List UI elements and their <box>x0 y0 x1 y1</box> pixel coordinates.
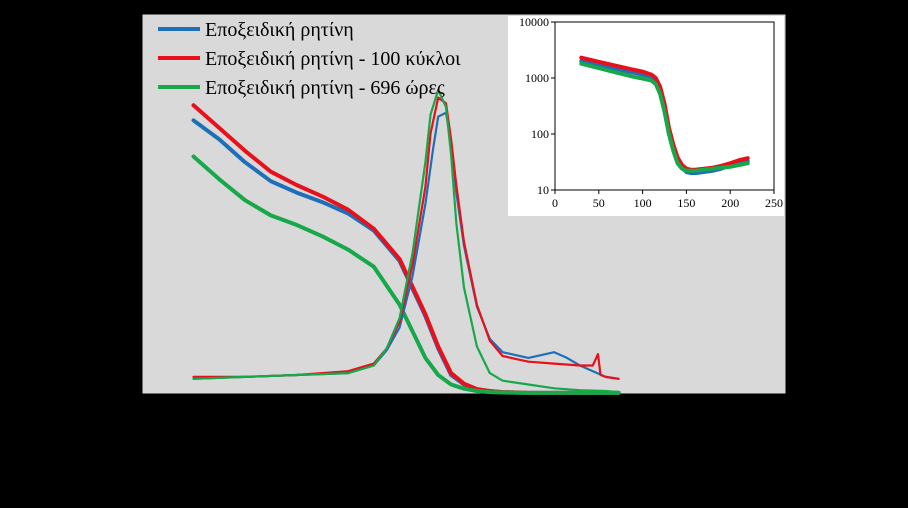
inset-x-tick-label-1: 50 <box>593 196 605 210</box>
inset-series-2-green <box>579 61 750 173</box>
inset-x-tick-label-0: 0 <box>552 196 558 210</box>
main-series-group <box>191 88 621 395</box>
inset-y-tick-label-1: 100 <box>531 127 549 141</box>
inset-y-tick-label-3: 10000 <box>519 15 549 29</box>
main-axis-ticks <box>270 51 791 400</box>
legend-label-2: Εποξειδική ρητίνη - 696 ώρες <box>205 77 445 99</box>
inset-x-tick-label-3: 150 <box>677 196 695 210</box>
inset-y-tick-label-2: 1000 <box>525 71 549 85</box>
legend-label-1: Εποξειδική ρητίνη - 100 κύκλοι <box>205 48 461 70</box>
main-series-2-green-left <box>191 154 621 395</box>
inset-x-tick-label-5: 250 <box>765 196 783 210</box>
inset-x-tick-label-4: 200 <box>721 196 739 210</box>
inset-x-tick-label-2: 100 <box>634 196 652 210</box>
inset-chart: 10 100 1000 10000 0 50 100 150 200 250 <box>519 15 783 210</box>
main-series-5-green-right <box>192 88 620 394</box>
legend: Εποξειδική ρητίνη Εποξειδική ρητίνη - 100… <box>158 19 461 99</box>
inset-y-tick-label-0: 10 <box>537 183 549 197</box>
legend-label-0: Εποξειδική ρητίνη <box>205 19 354 41</box>
